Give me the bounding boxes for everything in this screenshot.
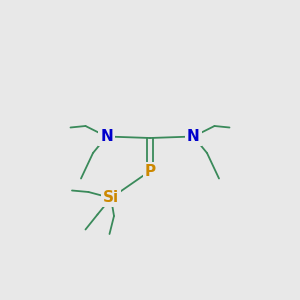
Text: N: N	[187, 129, 200, 144]
Text: N: N	[100, 129, 113, 144]
Text: P: P	[144, 164, 156, 178]
Text: Si: Si	[103, 190, 119, 206]
